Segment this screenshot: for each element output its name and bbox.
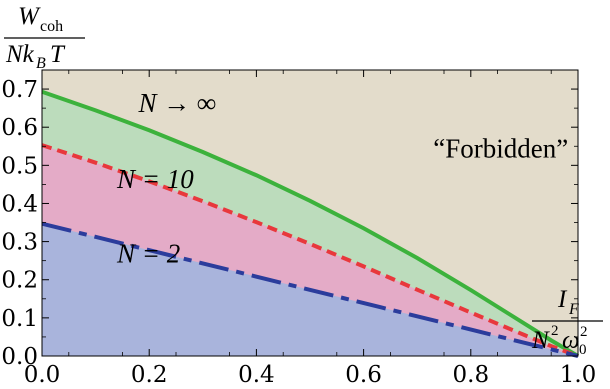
x-axis-label: I F N 2 ω 2 0 [531,286,603,358]
svg-text:ω: ω [562,327,580,354]
plot-frame [41,69,579,357]
y-tick-label: 0.6 [1,115,38,141]
annotations: N → ∞ N = 10 N = 2 “Forbidden” [116,88,568,269]
labels: W coh Nk B T I F N 2 ω 2 0 [4,3,603,358]
y-tick-label: 0.4 [1,191,38,217]
svg-text:T: T [50,41,66,68]
y-tick-label: 0.3 [1,230,38,256]
axes: 0.0 0.2 0.4 0.6 0.8 1.0 0.0 0.1 0.2 0.3 0.4 0.5 0.6 0… [1,69,597,388]
line-series-0 [41,89,580,358]
y-tick-label: 0.2 [1,268,38,294]
svg-text:N: N [531,327,550,354]
annotation-1: N = 10 [116,164,194,194]
x-tick-label: 0.6 [345,362,382,388]
x-tick-label: 0.2 [131,362,168,388]
line-series-1 [41,143,579,358]
annotation-2: N = 2 [116,239,180,269]
annotation-3: “Forbidden” [433,134,568,164]
line-series-2 [41,221,579,358]
y-tick-label: 0.1 [1,306,38,332]
plot-area [41,70,580,358]
svg-text:Nk: Nk [5,41,35,68]
x-tick-label: 0.4 [238,362,275,388]
y-tick-label: 0.7 [1,77,38,103]
annotation-0: N → ∞ [137,88,216,118]
svg-text:coh: coh [40,18,63,35]
svg-text:W: W [18,3,41,30]
svg-text:2: 2 [580,324,588,340]
x-tick-label: 1.0 [560,362,597,388]
svg-text:F: F [568,301,579,318]
svg-text:I: I [557,286,568,313]
x-tick-label: 0.0 [24,362,61,388]
y-tick-label: 0.5 [1,153,38,179]
svg-text:0: 0 [579,342,587,358]
svg-text:B: B [36,55,46,72]
x-tick-label: 0.8 [453,362,490,388]
svg-text:2: 2 [551,323,559,339]
y-tick-label: 0.0 [1,344,38,370]
y-axis-label: W coh Nk B T [4,3,85,72]
